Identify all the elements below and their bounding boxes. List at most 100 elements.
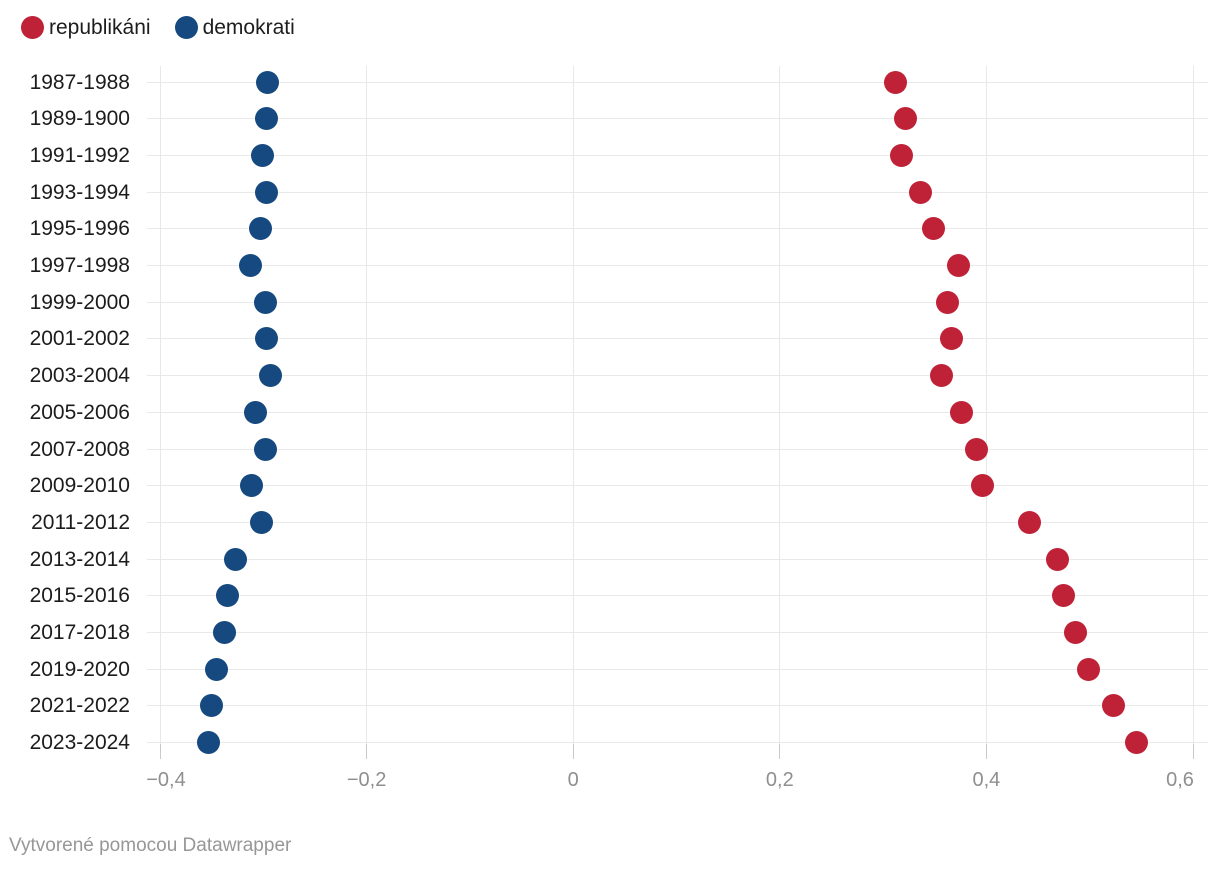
attribution: Vytvorené pomocou Datawrapper (9, 835, 292, 856)
legend-item-republikani: republikáni (21, 16, 151, 39)
row-gridline (147, 411, 1208, 413)
x-axis-tick (985, 744, 987, 759)
data-point-republikani (970, 474, 994, 498)
data-point-republikani (935, 290, 959, 314)
row-gridline (147, 338, 1208, 340)
row-gridline (147, 668, 1208, 670)
data-point-republikani (1063, 621, 1087, 644)
x-axis-tick (572, 744, 574, 759)
x-axis-tick (1192, 744, 1194, 759)
data-point-demokrati (205, 657, 229, 681)
y-axis-label: 1993-1994 (29, 180, 130, 204)
x-gridline (985, 66, 987, 744)
legend-item-demokrati: demokrati (174, 16, 295, 39)
data-point-demokrati (240, 474, 264, 498)
data-point-republikani (947, 254, 970, 277)
data-point-demokrati (254, 180, 278, 204)
y-axis-label: 2011-2012 (31, 510, 130, 534)
x-axis-tick-label: −0,4 (146, 769, 186, 791)
data-point-demokrati (239, 254, 263, 277)
x-gridline (779, 66, 781, 744)
data-point-demokrati (254, 107, 278, 131)
y-axis-label: 1995-1996 (29, 217, 130, 241)
data-point-republikani (922, 217, 946, 241)
x-gridline (159, 66, 161, 744)
x-axis-tick-label: −0,2 (346, 769, 387, 791)
data-point-republikani (883, 70, 907, 94)
data-point-demokrati (223, 547, 247, 571)
x-gridline (1192, 66, 1194, 744)
row-gridline (147, 375, 1208, 377)
data-point-demokrati (253, 290, 277, 314)
row-gridline (147, 81, 1208, 83)
data-point-republikani (1101, 694, 1125, 718)
data-point-demokrati (200, 694, 224, 718)
data-point-demokrati (215, 584, 239, 608)
x-axis-tick-label: 0 (567, 769, 579, 791)
data-point-republikani (1052, 584, 1076, 608)
y-axis-label: 2023-2024 (29, 731, 130, 755)
y-axis-label: 1991-1992 (29, 143, 130, 167)
row-gridline (147, 191, 1208, 193)
row-gridline (147, 448, 1208, 450)
x-axis-tick-label: 0,2 (765, 769, 794, 791)
row-gridline (147, 558, 1208, 560)
data-point-republikani (1077, 657, 1101, 681)
x-axis-tick-label: 0,6 (1166, 769, 1194, 791)
data-point-republikani (894, 107, 918, 131)
x-axis-tick (159, 744, 161, 759)
x-axis-tick (779, 744, 781, 759)
row-gridline (147, 301, 1208, 303)
x-axis-tick-label: 0,4 (972, 769, 1001, 791)
data-point-republikani (908, 180, 932, 204)
y-axis-label: 2003-2004 (29, 364, 130, 388)
y-axis-label: 2005-2006 (29, 400, 130, 424)
y-axis-label: 1987-1988 (29, 70, 130, 94)
data-point-republikani (1018, 510, 1042, 534)
data-point-republikani (950, 400, 974, 424)
y-axis-label: 2007-2008 (29, 437, 130, 461)
data-point-demokrati (250, 143, 274, 167)
row-gridline (147, 118, 1208, 120)
data-point-republikani (964, 437, 988, 461)
y-axis-label: 2019-2020 (29, 657, 130, 681)
row-gridline (147, 705, 1208, 707)
y-axis-label: 2021-2022 (29, 694, 130, 718)
y-axis-label: 2015-2016 (29, 584, 130, 608)
row-gridline (147, 521, 1208, 523)
data-point-demokrati (197, 731, 221, 755)
y-axis-label: 2009-2010 (29, 474, 130, 498)
data-point-demokrati (254, 327, 278, 351)
row-gridline (147, 485, 1208, 487)
x-axis-tick (366, 744, 368, 759)
legend-swatch-demokrati-icon (174, 16, 198, 39)
legend-swatch-republikani-icon (21, 16, 44, 39)
row-gridline (147, 265, 1208, 266)
data-point-republikani (890, 143, 914, 167)
y-axis-label: 1997-1998 (29, 254, 130, 277)
y-axis-label: 2001-2002 (29, 327, 130, 351)
data-point-demokrati (249, 510, 273, 534)
row-gridline (147, 742, 1208, 744)
y-axis-label: 2017-2018 (29, 621, 130, 644)
x-gridline (572, 66, 574, 744)
row-gridline (147, 595, 1208, 597)
data-point-republikani (930, 364, 954, 388)
row-gridline (147, 632, 1208, 633)
row-gridline (147, 228, 1208, 230)
legend: republikáni demokrati (21, 16, 295, 39)
data-point-republikani (1124, 731, 1148, 755)
data-point-demokrati (255, 70, 279, 94)
legend-label-republikani: republikáni (49, 16, 151, 39)
legend-label-demokrati: demokrati (202, 16, 295, 39)
data-point-demokrati (259, 364, 283, 388)
data-point-republikani (1046, 547, 1070, 571)
y-axis-label: 1999-2000 (29, 290, 130, 314)
data-point-demokrati (253, 437, 277, 461)
y-axis-label: 1989-1900 (29, 107, 130, 131)
x-gridline (366, 66, 368, 744)
data-point-demokrati (248, 217, 272, 241)
data-point-demokrati (212, 621, 236, 644)
